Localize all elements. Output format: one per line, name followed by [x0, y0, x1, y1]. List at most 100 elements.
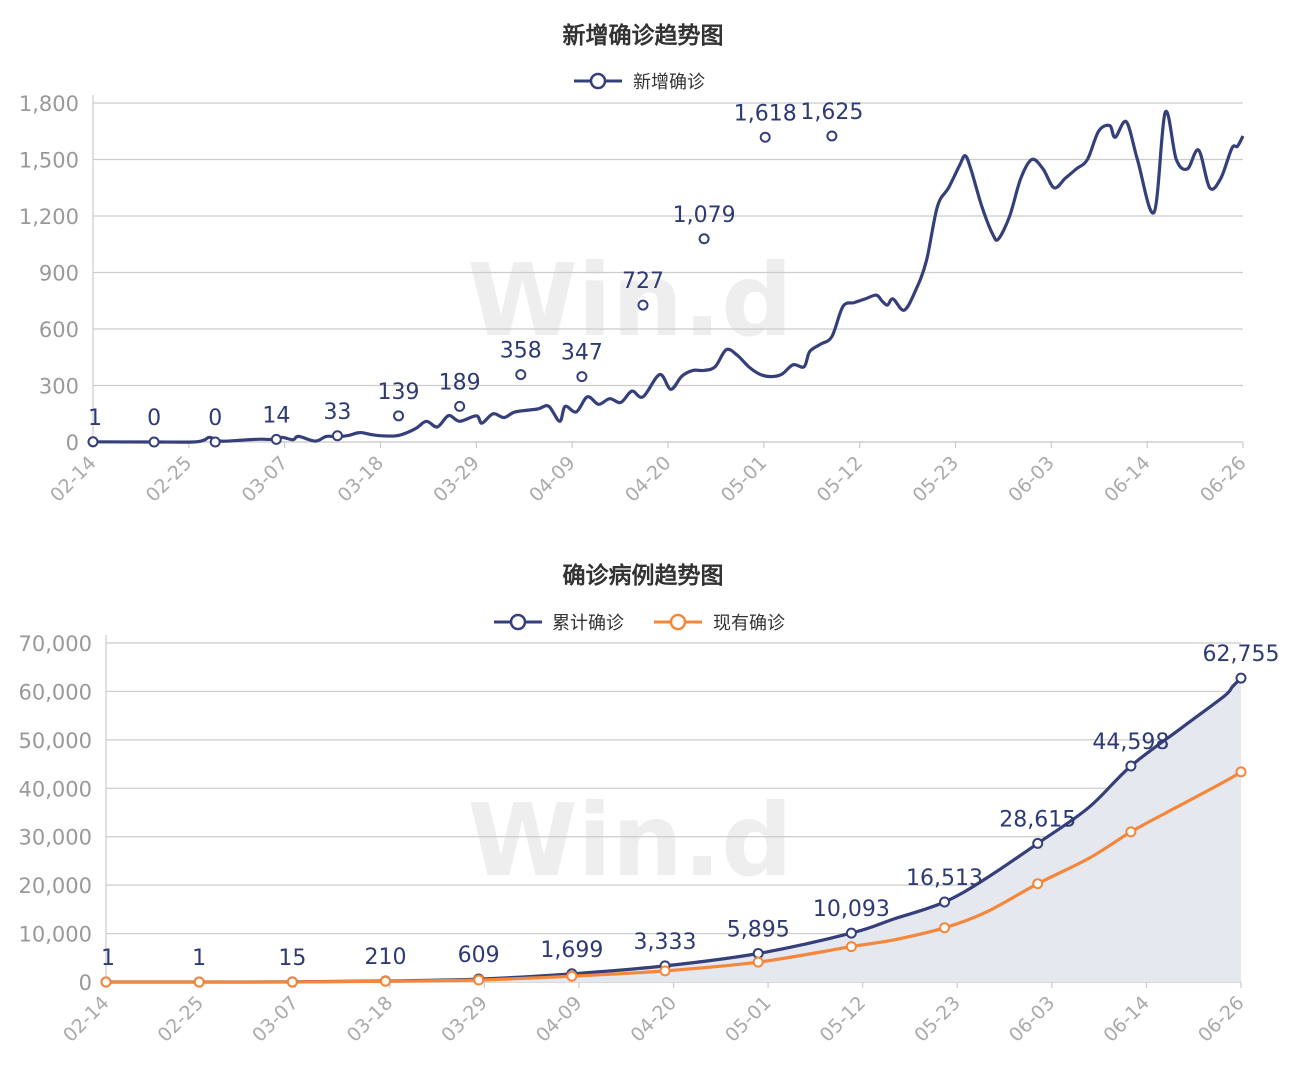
ytick-label-1-2: 20,000: [19, 874, 92, 898]
data-point-1-1-7[interactable]: [752, 956, 764, 968]
data-label-0-0-2: 0: [208, 406, 222, 431]
watermark-top: Win.d: [467, 242, 792, 359]
data-point-0-0-0[interactable]: [87, 436, 99, 448]
data-label-0-0-3: 14: [262, 403, 290, 428]
ytick-label-0-5: 1,500: [19, 149, 79, 173]
xtick-label-0-9: 05-23: [908, 452, 963, 507]
ytick-label-1-3: 30,000: [19, 826, 92, 850]
ytick-label-1-7: 70,000: [19, 632, 92, 656]
xtick-label-1-9: 05-23: [910, 992, 965, 1047]
ytick-label-1-6: 60,000: [19, 680, 92, 704]
ytick-label-0-6: 1,800: [19, 92, 79, 116]
xtick-label-1-10: 06-03: [1005, 992, 1060, 1047]
xtick-label-1-4: 03-29: [437, 992, 492, 1047]
xtick-label-0-3: 03-18: [333, 452, 388, 507]
data-point-0-0-7[interactable]: [515, 369, 527, 381]
chart1-legend[interactable]: 新增确诊: [574, 72, 705, 93]
data-label-0-0-4: 33: [323, 400, 351, 425]
chart2-legend-marker-current: [669, 613, 687, 631]
series-line-0-0[interactable]: [92, 109, 1245, 444]
chart2-legend-current[interactable]: 现有确诊: [654, 613, 785, 634]
series-line-1-1[interactable]: [105, 770, 1242, 984]
data-label-1-0-3: 210: [365, 945, 407, 970]
chart2-legend-label-current: 现有确诊: [713, 613, 785, 634]
data-point-1-1-4[interactable]: [473, 974, 485, 986]
data-point-0-0-1[interactable]: [148, 436, 160, 448]
data-label-0-0-6: 189: [439, 370, 481, 395]
data-point-1-1-12[interactable]: [1235, 766, 1247, 778]
ytick-label-1-4: 40,000: [19, 777, 92, 801]
data-label-0-0-11: 1,618: [734, 101, 797, 126]
data-point-1-1-0[interactable]: [100, 976, 112, 988]
xtick-label-1-12: 06-26: [1194, 992, 1249, 1047]
data-point-1-1-1[interactable]: [193, 976, 205, 988]
data-label-1-0-11: 44,598: [1092, 730, 1169, 755]
data-point-1-0-11[interactable]: [1125, 760, 1137, 772]
xtick-label-0-0: 02-14: [46, 452, 101, 507]
chart1-title: 新增确诊趋势图: [563, 22, 724, 49]
data-point-0-0-11[interactable]: [759, 131, 771, 143]
xtick-label-1-1: 02-25: [154, 992, 209, 1047]
watermark-bottom: Win.d: [467, 782, 792, 899]
xtick-label-0-8: 05-12: [813, 452, 868, 507]
xtick-label-0-2: 03-07: [238, 452, 293, 507]
xtick-label-0-10: 06-03: [1004, 452, 1059, 507]
data-point-0-0-10[interactable]: [698, 233, 710, 245]
chart2-legend-cumulative[interactable]: 累计确诊: [494, 613, 624, 634]
data-label-0-0-1: 0: [147, 406, 161, 431]
data-point-1-1-3[interactable]: [380, 975, 392, 987]
data-label-1-0-6: 3,333: [634, 930, 697, 955]
data-point-0-0-9[interactable]: [637, 299, 649, 311]
data-point-1-0-12[interactable]: [1235, 672, 1247, 684]
ytick-label-0-4: 1,200: [19, 205, 79, 229]
data-point-0-0-2[interactable]: [209, 436, 221, 448]
ytick-label-0-0: 0: [66, 431, 79, 455]
data-point-1-1-10[interactable]: [1032, 878, 1044, 890]
xtick-label-0-12: 06-26: [1196, 452, 1251, 507]
data-label-1-0-0: 1: [101, 946, 115, 971]
xtick-label-1-0: 02-14: [59, 992, 114, 1047]
ytick-label-1-1: 10,000: [19, 923, 92, 947]
ytick-label-0-2: 600: [39, 318, 79, 342]
data-point-1-1-11[interactable]: [1125, 826, 1137, 838]
xtick-label-1-11: 06-14: [1099, 992, 1154, 1047]
data-label-1-0-10: 28,615: [999, 807, 1076, 832]
data-point-1-1-8[interactable]: [845, 941, 857, 953]
xtick-label-0-11: 06-14: [1100, 452, 1155, 507]
ytick-label-1-0: 0: [79, 971, 92, 995]
data-point-0-0-3[interactable]: [270, 433, 282, 445]
data-point-0-0-4[interactable]: [331, 430, 343, 442]
data-point-1-1-6[interactable]: [659, 965, 671, 977]
xtick-label-1-8: 05-12: [816, 992, 871, 1047]
data-label-0-0-12: 1,625: [800, 100, 863, 125]
ytick-label-0-3: 900: [39, 262, 79, 286]
ytick-label-1-5: 50,000: [19, 729, 92, 753]
xtick-label-1-3: 03-18: [343, 992, 398, 1047]
data-point-1-0-9[interactable]: [939, 896, 951, 908]
data-point-0-0-5[interactable]: [393, 410, 405, 422]
ytick-label-0-1: 300: [39, 375, 79, 399]
data-point-0-0-8[interactable]: [576, 371, 588, 383]
data-label-0-0-7: 358: [500, 339, 542, 364]
chart1-legend-marker: [589, 72, 607, 90]
data-point-0-0-6[interactable]: [454, 400, 466, 412]
xtick-label-0-7: 05-01: [717, 452, 772, 507]
data-point-0-0-12[interactable]: [826, 130, 838, 142]
data-label-0-0-9: 727: [622, 269, 664, 294]
xtick-label-1-2: 03-07: [248, 992, 303, 1047]
data-point-1-0-10[interactable]: [1032, 837, 1044, 849]
data-label-1-0-4: 609: [458, 943, 500, 968]
xtick-label-0-1: 02-25: [142, 452, 197, 507]
data-point-1-0-8[interactable]: [845, 927, 857, 939]
data-label-1-0-9: 16,513: [906, 866, 983, 891]
chart2-legend-marker-cumulative: [509, 613, 527, 631]
data-point-1-1-5[interactable]: [566, 970, 578, 982]
data-point-1-1-9[interactable]: [939, 922, 951, 934]
data-label-1-0-12: 62,755: [1203, 642, 1280, 667]
data-point-1-1-2[interactable]: [286, 976, 298, 988]
data-point-1-0-7[interactable]: [752, 947, 764, 959]
data-label-1-0-8: 10,093: [813, 897, 890, 922]
chart1-legend-label: 新增确诊: [633, 72, 705, 93]
